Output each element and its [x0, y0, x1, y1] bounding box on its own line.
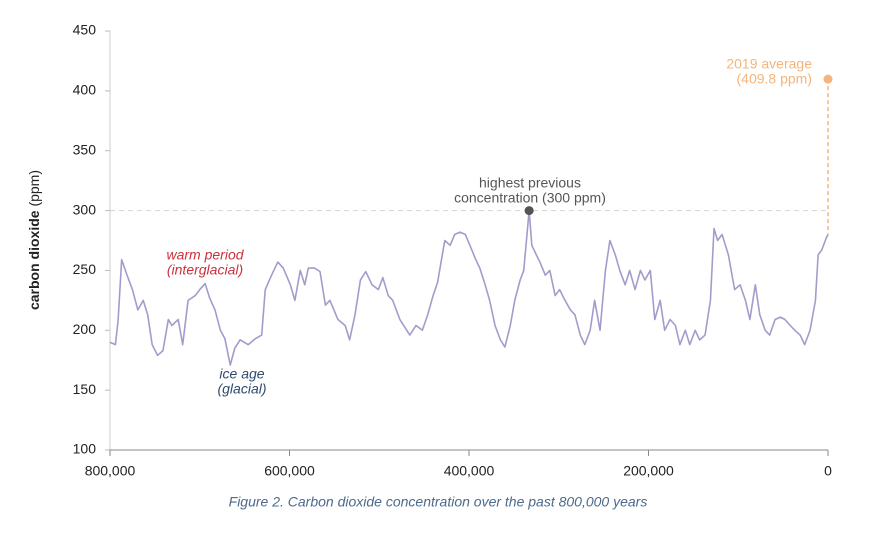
- annotation-text: warm period: [166, 247, 244, 263]
- annotation-text: (glacial): [217, 381, 266, 397]
- y-tick-label: 100: [73, 441, 97, 457]
- y-tick-label: 300: [73, 201, 97, 217]
- x-tick-label: 400,000: [444, 463, 495, 479]
- caption: Figure 2. Carbon dioxide concentration o…: [229, 494, 648, 510]
- y-tick-label: 150: [73, 381, 97, 397]
- y-tick-label: 400: [73, 82, 97, 98]
- annotation-text: ice age: [219, 366, 264, 382]
- y-axis-label-main: carbon dioxide: [26, 210, 42, 310]
- x-tick-label: 200,000: [623, 463, 674, 479]
- annotation-point: [524, 206, 534, 216]
- y-axis-label-unit: (ppm): [26, 170, 42, 207]
- y-axis-label: carbon dioxide (ppm): [26, 170, 42, 310]
- y-tick-label: 350: [73, 141, 97, 157]
- x-tick-label: 0: [824, 463, 832, 479]
- annotation-text: (409.8 ppm): [737, 71, 812, 87]
- annotation-text: (interglacial): [167, 262, 243, 278]
- annotation-text: highest previous: [479, 175, 581, 191]
- annotation-text: concentration (300 ppm): [454, 190, 606, 206]
- y-tick-label: 450: [73, 22, 97, 38]
- data-line: [109, 209, 829, 366]
- x-tick-label: 800,000: [85, 463, 136, 479]
- y-tick-label: 250: [73, 261, 97, 277]
- x-tick-label: 600,000: [264, 463, 315, 479]
- annotation-point: [823, 74, 833, 84]
- annotation-text: 2019 average: [726, 56, 812, 72]
- y-tick-label: 200: [73, 321, 97, 337]
